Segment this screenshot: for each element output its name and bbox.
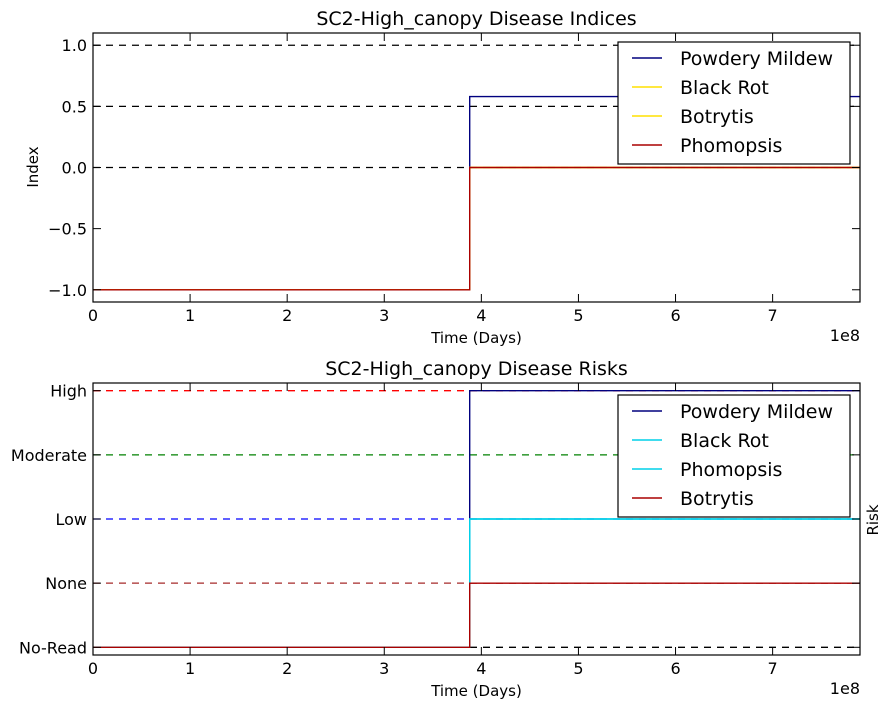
x-tick-label: 5 xyxy=(573,659,583,678)
x-tick-label: 0 xyxy=(88,306,98,325)
y-tick-label: −0.5 xyxy=(48,220,87,239)
y-tick-label: No-Read xyxy=(19,638,87,657)
x-tick-label: 6 xyxy=(670,659,680,678)
disease-indices-panel: SC2-High_canopy Disease Indices 0 1 2 3 4 5 6 7 1… xyxy=(24,8,861,347)
x-tick-label: 7 xyxy=(768,659,778,678)
y-tick-label: None xyxy=(45,574,87,593)
legend-label: Black Rot xyxy=(680,430,769,452)
x-tick-label: 2 xyxy=(282,306,292,325)
legend-label: Phomopsis xyxy=(680,135,782,157)
disease-risks-panel: SC2-High_canopy Disease Risks 0 1 2 3 4 5 6 7 Hig… xyxy=(11,358,882,700)
series-line-botrytis xyxy=(93,166,860,291)
y-axis-label: Risk xyxy=(864,504,882,535)
x-tick-label: 1 xyxy=(185,306,195,325)
legend: Powdery Mildew Black Rot Botrytis Phomopsis xyxy=(617,41,851,165)
series-line-black-rot xyxy=(93,166,860,291)
chart-title: SC2-High_canopy Disease Indices xyxy=(316,8,636,30)
chart-title: SC2-High_canopy Disease Risks xyxy=(325,358,628,380)
x-axis-label: Time (Days) xyxy=(430,329,522,347)
x-tick-label: 3 xyxy=(379,306,389,325)
y-tick-label: −1.0 xyxy=(48,281,87,300)
y-tick-label: Low xyxy=(55,510,87,529)
y-axis-label: Index xyxy=(24,146,42,187)
legend-label: Powdery Mildew xyxy=(680,401,833,423)
series-line-phomopsis xyxy=(93,166,860,291)
y-tick-label: 0.5 xyxy=(62,97,87,116)
x-tick-label: 7 xyxy=(768,306,778,325)
x-tick-label: 3 xyxy=(379,659,389,678)
legend-box xyxy=(617,41,851,165)
x-tick-label: 6 xyxy=(670,306,680,325)
legend-label: Black Rot xyxy=(680,77,769,99)
legend-label: Botrytis xyxy=(680,106,754,128)
x-tick-label: 5 xyxy=(573,306,583,325)
y-tick-label: High xyxy=(50,382,87,401)
x-tick-label: 4 xyxy=(476,659,486,678)
series-line-botrytis xyxy=(93,582,860,648)
y-tick-label: 1.0 xyxy=(62,36,87,55)
y-tick-label: 0.0 xyxy=(62,159,87,178)
legend: Powdery Mildew Black Rot Phomopsis Botrytis xyxy=(617,394,851,518)
legend-box xyxy=(617,394,851,518)
x-offset-label: 1e8 xyxy=(830,679,860,698)
x-tick-label: 2 xyxy=(282,659,292,678)
x-axis-label: Time (Days) xyxy=(430,682,522,700)
x-tick-label: 0 xyxy=(88,659,98,678)
x-offset-label: 1e8 xyxy=(830,326,860,345)
legend-label: Phomopsis xyxy=(680,459,782,481)
legend-label: Botrytis xyxy=(680,488,754,510)
x-tick-label: 4 xyxy=(476,306,486,325)
legend-label: Powdery Mildew xyxy=(680,48,833,70)
x-tick-label: 1 xyxy=(185,659,195,678)
y-tick-label: Moderate xyxy=(11,446,87,465)
